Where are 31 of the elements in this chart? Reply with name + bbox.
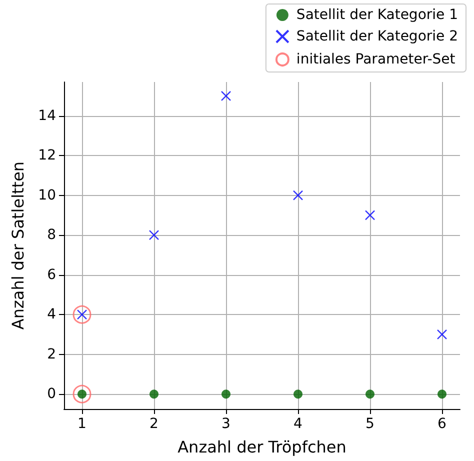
legend-label: Satellit der Kategorie 1 — [296, 7, 458, 23]
point — [222, 390, 230, 399]
point — [438, 390, 446, 399]
legend-label: Satellit der Kategorie 2 — [296, 28, 458, 44]
y-tick-label: 10 — [38, 187, 56, 204]
point — [150, 390, 158, 399]
y-tick-label: 14 — [38, 108, 56, 124]
y-tick-label: 6 — [47, 266, 56, 283]
x-tick-label: 3 — [222, 416, 230, 432]
y-tick-label: 2 — [47, 346, 56, 362]
y-tick-label: 0 — [47, 386, 56, 402]
x-tick-label: 4 — [294, 416, 303, 432]
point — [220, 90, 232, 102]
y-tick-label: 8 — [47, 227, 56, 244]
y-axis-title: Anzahl der Satleltten — [8, 161, 28, 330]
x-axis-title: Anzahl der Tröpfchen — [178, 438, 346, 456]
y-tick-label: 4 — [47, 306, 56, 323]
point — [364, 210, 376, 220]
point — [292, 190, 304, 200]
x-tick-label: 2 — [150, 416, 158, 432]
point — [72, 384, 92, 404]
y-tick-label: 12 — [38, 148, 56, 164]
point — [366, 390, 374, 399]
x-tick-label: 5 — [366, 416, 374, 432]
point — [436, 329, 448, 340]
legend-label: initiales Parameter-Set — [296, 52, 456, 68]
point — [72, 305, 92, 324]
x-tick-label: 6 — [438, 416, 447, 432]
point — [148, 230, 160, 240]
x-tick-label: 1 — [78, 416, 86, 432]
point — [294, 390, 302, 399]
